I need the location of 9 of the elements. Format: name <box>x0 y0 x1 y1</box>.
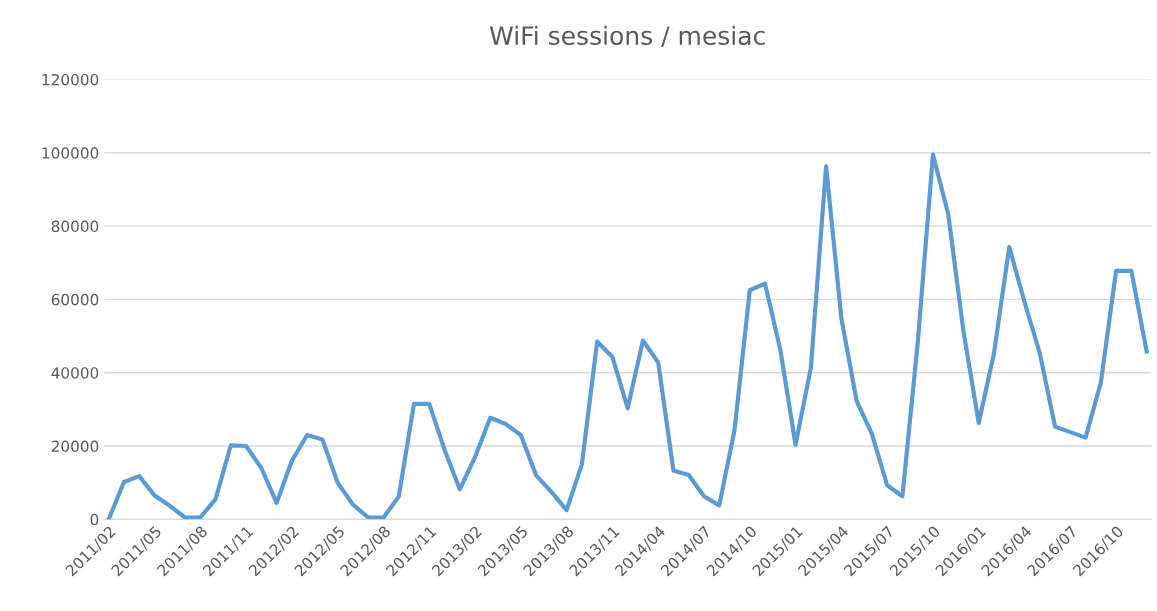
y-tick-label: 20000 <box>51 440 99 453</box>
chart-title: WiFi sessions / mesiac <box>489 25 765 48</box>
y-tick-label: 60000 <box>51 293 99 306</box>
y-tick-label: 80000 <box>51 220 99 233</box>
y-tick-label: 120000 <box>42 73 99 86</box>
y-tick-label: 0 <box>90 513 99 526</box>
y-tick-label: 100000 <box>42 147 99 159</box>
line-series <box>106 152 1149 520</box>
y-tick-label: 40000 <box>51 367 99 379</box>
